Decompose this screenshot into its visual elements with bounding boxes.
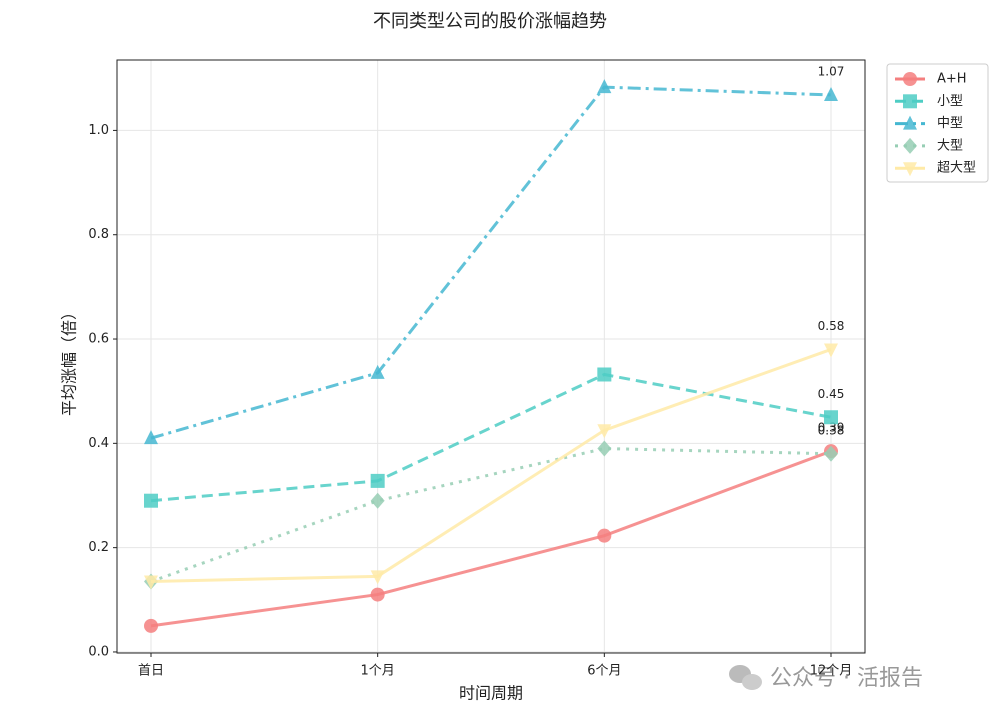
data-point — [370, 570, 385, 585]
data-point — [824, 343, 838, 358]
watermark-icon — [729, 665, 762, 690]
legend-marker — [903, 115, 917, 130]
series-line — [150, 85, 832, 440]
legend-frame — [886, 63, 989, 183]
legend-label: 中型 — [937, 116, 963, 131]
data-point — [144, 618, 158, 633]
y-axis-label: 平均涨幅（倍） — [60, 304, 79, 416]
data-point — [597, 440, 612, 457]
data-point — [597, 79, 612, 94]
data-point — [824, 86, 838, 101]
series-line — [150, 449, 832, 628]
x-tick-label: 6个月 — [587, 664, 621, 679]
data-point — [370, 587, 385, 602]
y-tick-label: 1.0 — [88, 123, 109, 138]
y-tick-label: 0.6 — [88, 332, 109, 347]
x-tick-label: 1个月 — [361, 664, 395, 679]
legend-label: 大型 — [937, 138, 963, 153]
legend-label: 超大型 — [937, 161, 976, 176]
data-point — [597, 367, 612, 382]
legend-label: A+H — [937, 72, 967, 87]
legend-marker — [903, 137, 917, 154]
data-label: 0.58 — [818, 319, 845, 333]
y-tick-label: 0.2 — [88, 540, 109, 555]
data-point — [824, 445, 838, 462]
legend-marker — [903, 94, 917, 109]
data-label: 0.38 — [818, 423, 845, 437]
plot-frame — [116, 59, 866, 654]
legend-label: 小型 — [937, 94, 963, 109]
y-tick-label: 0.0 — [88, 644, 109, 659]
data-label: 0.45 — [818, 387, 845, 401]
legend-marker — [903, 162, 917, 177]
y-tick-label: 0.8 — [88, 227, 109, 242]
data-label: 1.07 — [818, 64, 845, 78]
y-tick-label: 0.4 — [88, 436, 109, 451]
data-point — [144, 575, 158, 590]
data-point — [824, 410, 838, 425]
data-point — [370, 492, 385, 509]
chart-title: 不同类型公司的股价涨幅趋势 — [373, 11, 607, 32]
series-line — [150, 447, 832, 583]
data-point — [144, 430, 158, 445]
x-tick-label: 首日 — [138, 664, 164, 679]
legend-marker — [903, 72, 917, 86]
data-point — [597, 528, 612, 543]
series-line — [150, 348, 832, 584]
watermark: 公众号 · 活报告 — [770, 666, 923, 691]
x-axis-label: 时间周期 — [459, 684, 523, 703]
data-point — [370, 473, 385, 488]
data-point — [597, 424, 612, 439]
data-point — [370, 364, 385, 379]
series-line — [150, 372, 832, 503]
x-tick-label: 12个月 — [810, 664, 853, 679]
data-point — [144, 493, 158, 508]
